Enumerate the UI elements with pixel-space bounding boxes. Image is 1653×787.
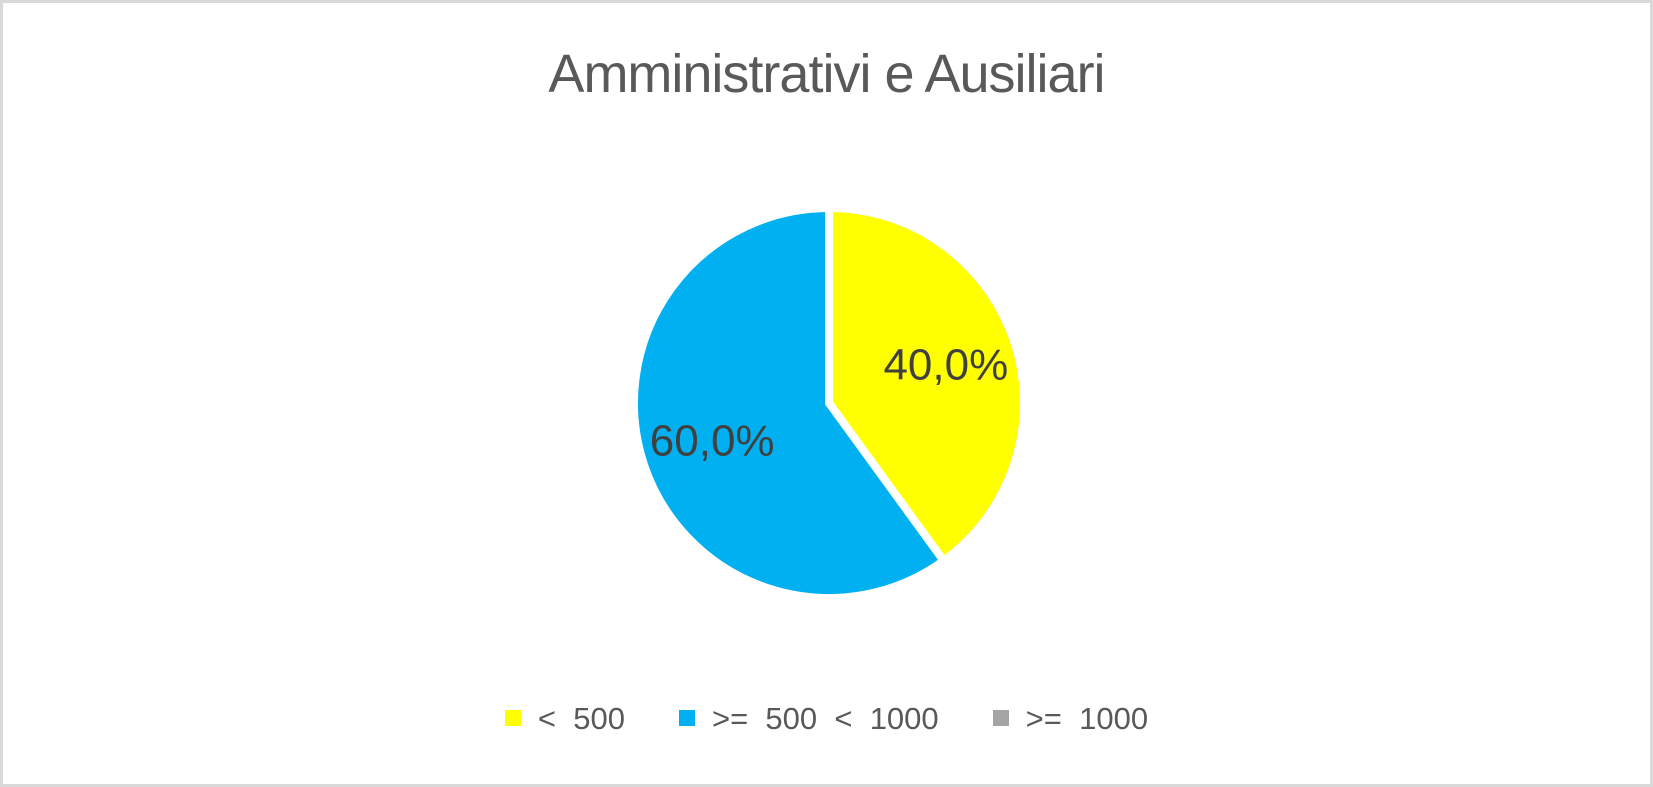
legend-item-2[interactable]: >= 500 < 1000 (678, 700, 939, 736)
legend-swatch-icon (504, 710, 521, 726)
data-label-1: 40,0% (883, 341, 1008, 390)
data-label-2: 60,0% (650, 416, 775, 465)
pie-chart: 40,0% 60,0% (630, 203, 1028, 602)
legend-label: < 500 (537, 700, 625, 736)
pie-slice-1[interactable] (825, 203, 1028, 567)
legend-label: >= 500 < 1000 (711, 700, 939, 736)
legend: < 500 >= 500 < 1000 >= 1000 (3, 691, 1650, 745)
chart-title: Amministrativi e Ausiliari (548, 44, 1105, 104)
legend-item-3[interactable]: >= 1000 (992, 700, 1149, 736)
legend-swatch-icon (678, 710, 695, 726)
legend-label: >= 1000 (1025, 700, 1149, 736)
legend-swatch-icon (992, 710, 1009, 726)
pie-slice-2[interactable] (630, 203, 950, 602)
legend-item-1[interactable]: < 500 (504, 700, 625, 736)
